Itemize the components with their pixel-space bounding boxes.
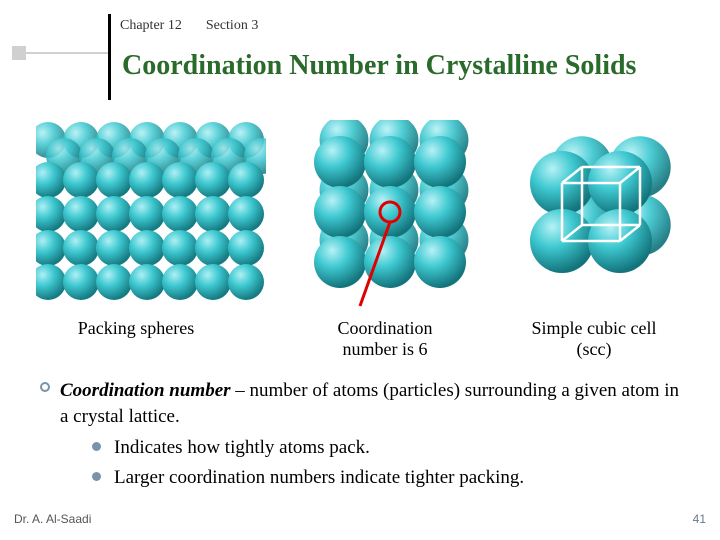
figure-coordination-six xyxy=(290,120,490,300)
accent-bar xyxy=(108,14,111,100)
sub-bullet-icon xyxy=(92,442,101,451)
slide-header: Chapter 12 Section 3 xyxy=(120,18,258,34)
scc-svg xyxy=(514,125,684,295)
sub-bullet-icon xyxy=(92,472,101,481)
caption-coord-six: Coordination number is 6 xyxy=(305,318,465,360)
definition-term: Coordination number xyxy=(60,380,231,401)
packing-spheres-svg xyxy=(36,120,266,300)
slide-title: Coordination Number in Crystalline Solid… xyxy=(122,50,636,82)
captions-row: Packing spheres Coordination number is 6… xyxy=(36,318,684,360)
figure-simple-cubic-cell xyxy=(514,125,684,295)
section-label: Section 3 xyxy=(206,18,259,34)
definition-block: Coordination number – number of atoms (p… xyxy=(60,378,680,491)
footer-author: Dr. A. Al-Saadi xyxy=(14,512,91,526)
coord-six-svg xyxy=(290,120,490,310)
sub-list: Indicates how tightly atoms pack. Larger… xyxy=(92,435,680,490)
accent-square xyxy=(12,46,26,60)
figure-packing-spheres xyxy=(36,120,266,300)
figures-row xyxy=(36,110,684,310)
accent-line xyxy=(26,52,108,54)
sub-item-2: Larger coordination numbers indicate tig… xyxy=(92,465,680,491)
bullet-icon xyxy=(40,382,50,392)
caption-scc: Simple cubic cell (scc) xyxy=(504,318,684,360)
chapter-label: Chapter 12 xyxy=(120,18,182,34)
sub-item-1: Indicates how tightly atoms pack. xyxy=(92,435,680,461)
caption-packing-spheres: Packing spheres xyxy=(36,318,236,360)
definition-text: Coordination number – number of atoms (p… xyxy=(60,378,680,429)
slide-number: 41 xyxy=(693,512,706,526)
